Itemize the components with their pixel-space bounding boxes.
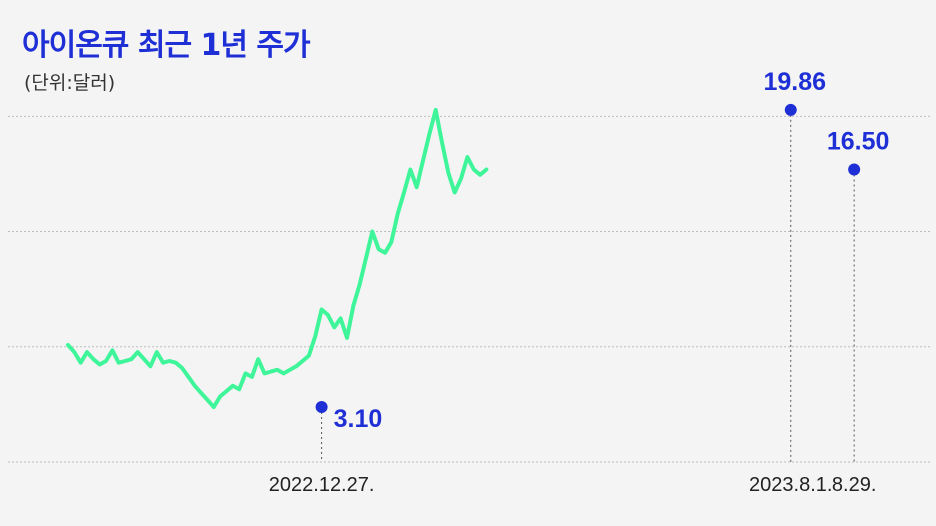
x-axis-ticks: 2022.12.27. 2023.8.1. 8.29. (269, 474, 877, 496)
series-line (66, 107, 489, 409)
point-marker-1 (784, 103, 797, 116)
annotation-markers: 3.10 19.86 16.50 (315, 68, 890, 433)
x-tick-label-1: 2023.8.1. (749, 474, 832, 496)
x-tick-label-2: 8.29. (832, 474, 876, 496)
unit-label: (단위:달러) (24, 72, 116, 94)
grid-lines (8, 115, 932, 463)
point-marker-2 (848, 163, 861, 176)
x-tick-label-0: 2022.12.27. (269, 474, 375, 496)
point-marker-0 (315, 401, 328, 414)
chart-title: 아이온큐 최근 1년 주가 (22, 28, 311, 63)
value-label-1: 19.86 (763, 68, 826, 96)
price-series (66, 107, 489, 409)
value-label-0: 3.10 (334, 405, 383, 433)
drop-lines (321, 109, 855, 462)
value-label-2: 16.50 (827, 128, 890, 156)
